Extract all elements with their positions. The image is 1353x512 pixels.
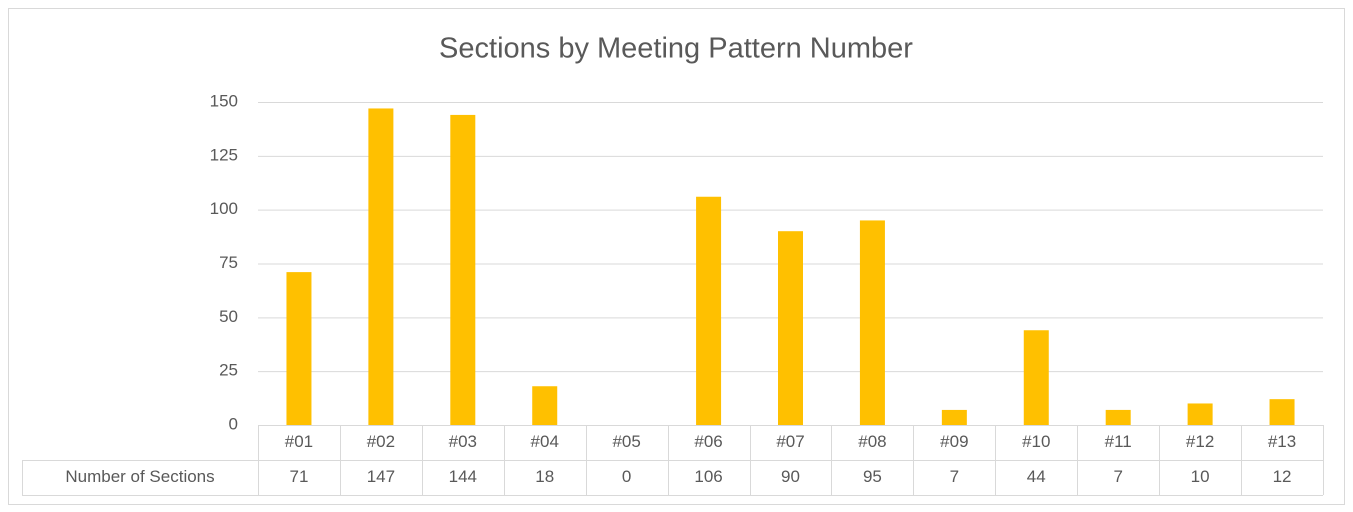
bar [368,108,394,426]
x-tick-label: #07 [776,432,804,451]
table-value: 95 [863,467,882,486]
bar [1269,399,1295,425]
bar [1023,330,1049,425]
y-tick-label: 75 [219,253,238,272]
x-tick-label: #08 [858,432,886,451]
y-tick-label: 25 [219,361,238,380]
table-value: 18 [535,467,554,486]
table-value: 147 [367,467,395,486]
table-value: 7 [950,467,959,486]
bar [859,220,885,425]
bar [286,272,312,425]
table-value: 0 [622,467,631,486]
x-tick-label: #01 [285,432,313,451]
chart-border [8,8,1345,505]
x-tick-label: #05 [612,432,640,451]
x-tick-label: #13 [1268,432,1296,451]
x-tick-label: #04 [531,432,559,451]
table-value: 7 [1113,467,1122,486]
bar [696,196,722,425]
bar [1187,403,1213,425]
table-value: 44 [1027,467,1046,486]
x-tick-label: #06 [694,432,722,451]
bar [1105,409,1131,425]
table-value: 10 [1191,467,1210,486]
x-tick-label: #09 [940,432,968,451]
table-value: 12 [1273,467,1292,486]
y-tick-label: 150 [210,91,238,110]
bar [532,386,558,425]
x-tick-label: #11 [1105,432,1132,451]
table-row-label: Number of Sections [65,467,214,486]
bar [778,231,803,425]
x-tick-label: #12 [1186,432,1214,451]
table-value: 90 [781,467,800,486]
x-tick-label: #02 [367,432,395,451]
table-value: 106 [694,467,722,486]
x-tick-label: #03 [449,432,477,451]
bar [450,114,476,426]
y-tick-label: 50 [219,307,238,326]
chart-title: Sections by Meeting Pattern Number [439,33,913,65]
y-tick-label: 125 [210,145,238,164]
x-tick-label: #10 [1022,432,1050,451]
table-value: 71 [290,467,309,486]
table-value: 144 [449,467,477,486]
y-tick-label: 100 [210,199,238,218]
y-tick-label: 0 [229,414,238,433]
bar [941,409,967,425]
